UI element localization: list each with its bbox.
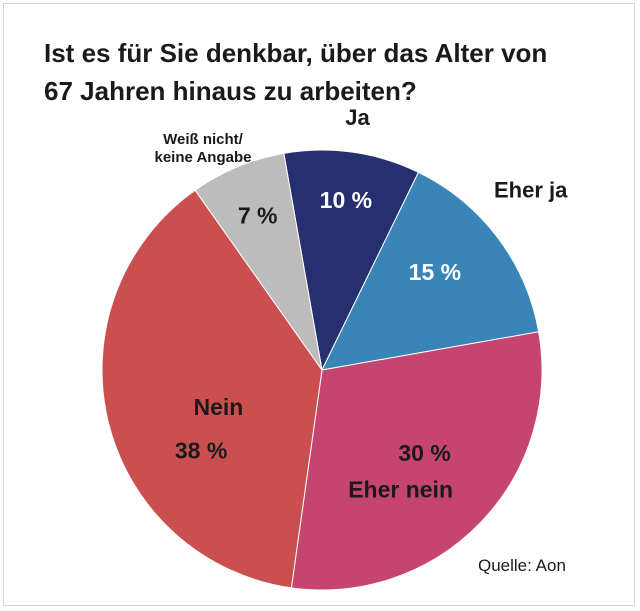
category-label-nein: Nein — [193, 394, 243, 420]
pie-slice-nein — [101, 189, 323, 589]
category-label-eher-ja: Eher ja — [494, 178, 568, 203]
category-label-ja: Ja — [345, 105, 370, 130]
value-label-eher-ja: 15 % — [409, 259, 461, 285]
value-label-ja: 10 % — [320, 187, 372, 213]
value-label-nein: 38 % — [175, 437, 227, 463]
pie-slice-eher-nein — [290, 331, 543, 591]
value-label-eher-nein: 30 % — [398, 440, 450, 466]
category-label-eher-nein: Eher nein — [348, 477, 453, 503]
value-label-weiss-nicht: 7 % — [238, 203, 278, 229]
chart-title: Ist es für Sie denkbar, über das Alter v… — [44, 34, 624, 110]
pie-slice-eher-ja — [321, 171, 540, 371]
source-credit: Quelle: Aon — [478, 556, 566, 575]
chart-title-line-2: 67 Jahren hinaus zu arbeiten? — [44, 76, 417, 106]
category-label-weiss-nicht: Weiß nicht/keine Angabe — [155, 131, 252, 166]
pie-slice-weiss-nicht — [194, 152, 323, 371]
chart-frame — [3, 3, 635, 606]
pie-slice-ja — [283, 149, 420, 372]
chart-title-line-1: Ist es für Sie denkbar, über das Alter v… — [44, 38, 548, 68]
